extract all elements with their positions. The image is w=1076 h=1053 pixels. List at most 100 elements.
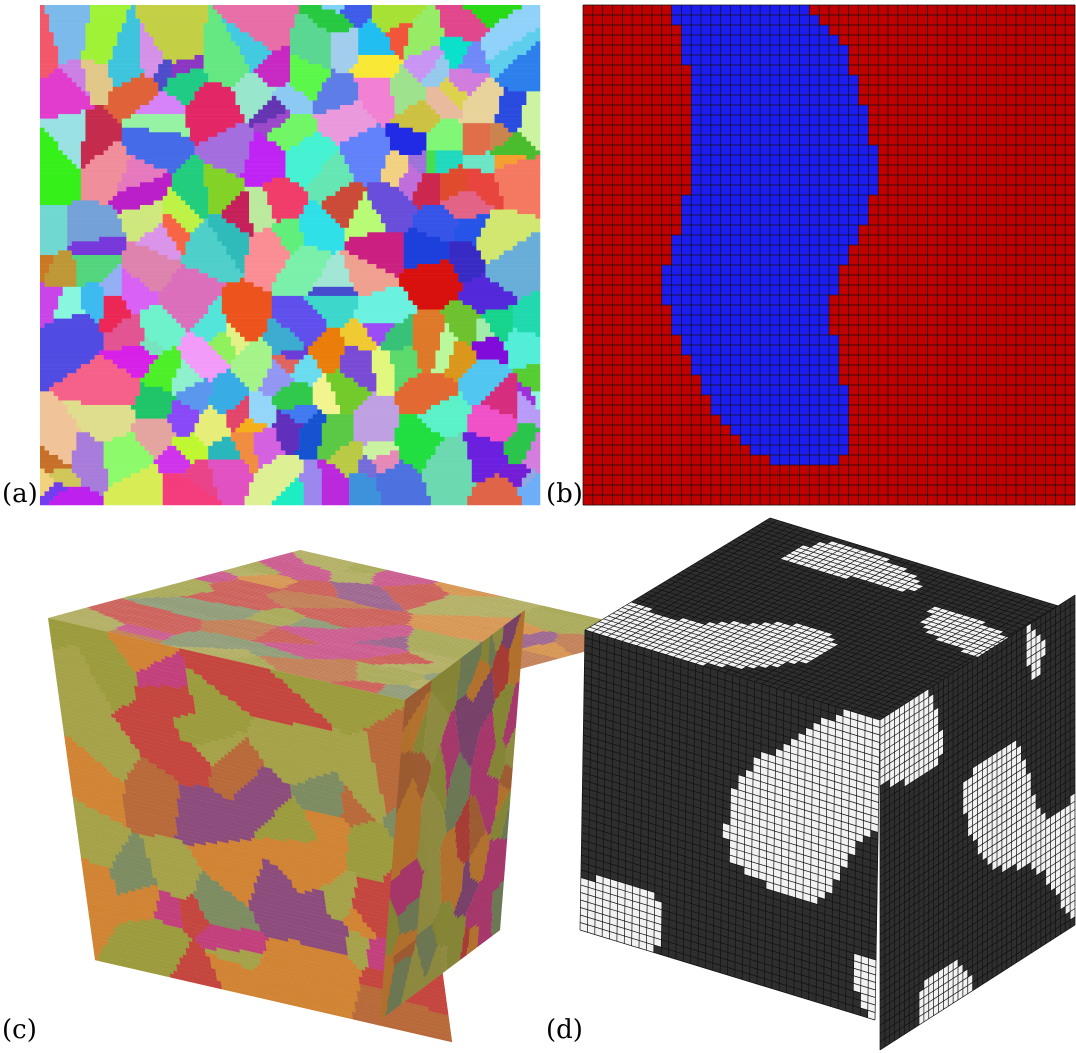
voxel	[956, 115, 968, 126]
voxel	[661, 165, 672, 176]
grain	[212, 377, 241, 383]
voxel	[760, 455, 771, 466]
grain	[521, 459, 541, 465]
voxel	[888, 465, 899, 476]
voxel	[858, 235, 869, 246]
voxel	[710, 435, 722, 446]
grain	[467, 50, 486, 56]
grain	[208, 204, 227, 210]
voxel	[691, 175, 702, 186]
voxel	[701, 475, 712, 486]
voxel	[966, 175, 977, 186]
grain	[444, 204, 495, 210]
voxel	[642, 495, 653, 506]
voxel	[701, 425, 712, 436]
grain	[326, 109, 368, 115]
grain	[226, 409, 250, 415]
grain	[426, 486, 473, 492]
voxel	[730, 355, 741, 366]
voxel	[1055, 25, 1066, 36]
voxel	[907, 265, 918, 276]
voxel	[799, 315, 810, 326]
voxel	[602, 305, 613, 316]
voxel	[937, 15, 948, 26]
voxel	[1065, 285, 1076, 296]
grain	[217, 350, 236, 356]
grain	[149, 450, 163, 456]
voxel	[691, 145, 702, 156]
voxel	[1035, 495, 1046, 506]
voxel	[1065, 155, 1076, 166]
voxel	[1055, 325, 1066, 336]
voxel	[612, 205, 623, 216]
grain	[390, 355, 418, 360]
voxel	[720, 405, 731, 416]
voxel	[878, 395, 889, 406]
grain	[303, 500, 323, 506]
voxel	[710, 95, 722, 106]
voxel	[878, 115, 889, 126]
voxel	[602, 345, 613, 356]
grain	[135, 109, 186, 115]
voxel	[642, 445, 653, 456]
grain	[85, 123, 123, 128]
voxel	[632, 115, 643, 126]
voxel	[1025, 205, 1036, 216]
grain	[512, 9, 541, 15]
voxel	[730, 225, 741, 236]
grain	[248, 652, 268, 657]
voxel	[760, 235, 771, 246]
grain	[185, 359, 227, 365]
grain	[394, 684, 422, 691]
voxel	[1015, 115, 1027, 126]
grain	[317, 23, 354, 28]
grain	[267, 368, 286, 374]
voxel	[799, 335, 810, 346]
voxel	[750, 485, 761, 496]
voxel	[838, 405, 849, 416]
grain	[449, 209, 491, 215]
voxel	[897, 45, 908, 56]
grain	[40, 23, 50, 28]
voxel	[1045, 435, 1056, 446]
voxel	[671, 305, 682, 316]
grain	[294, 14, 309, 19]
voxel	[917, 245, 928, 256]
grain	[508, 373, 518, 378]
grain	[108, 473, 132, 478]
voxel	[602, 5, 613, 16]
grain	[40, 495, 54, 501]
voxel	[789, 385, 800, 396]
voxel	[642, 45, 653, 56]
voxel	[622, 65, 633, 76]
grain	[417, 414, 468, 419]
grain	[44, 491, 59, 497]
grain	[303, 423, 323, 428]
voxel	[1025, 285, 1036, 296]
grain	[276, 495, 304, 501]
voxel	[1006, 385, 1017, 396]
grain	[162, 173, 173, 178]
grain	[126, 368, 150, 374]
grain	[244, 459, 259, 465]
voxel	[632, 15, 643, 26]
grain	[471, 41, 482, 47]
grain	[341, 680, 385, 691]
voxel	[897, 75, 908, 86]
voxel	[592, 145, 603, 156]
voxel	[583, 55, 594, 66]
grain	[521, 104, 541, 110]
grain	[517, 418, 541, 424]
grain	[467, 500, 523, 506]
voxel	[996, 225, 1007, 236]
grain	[40, 432, 77, 438]
grain	[485, 264, 541, 269]
voxel	[789, 245, 800, 256]
voxel	[897, 265, 908, 276]
voxel	[1006, 245, 1017, 256]
grain	[312, 177, 354, 183]
grain	[285, 164, 323, 169]
voxel	[966, 95, 977, 106]
voxel	[858, 485, 869, 496]
voxel	[829, 265, 840, 276]
